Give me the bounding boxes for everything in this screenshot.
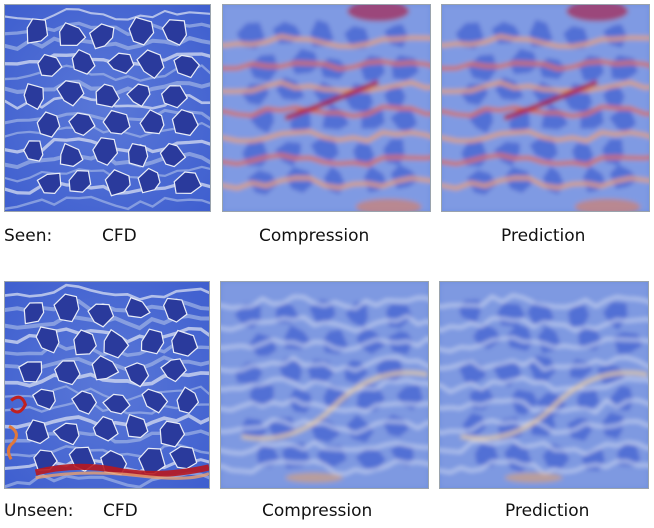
unseen-prediction-panel xyxy=(439,281,649,489)
seen-cfd-panel xyxy=(4,4,211,212)
unseen-compression-caption: Compression xyxy=(262,501,373,521)
unseen-prediction-field-image xyxy=(440,282,648,488)
seen-compression-field-image xyxy=(223,5,430,211)
unseen-compression-panel xyxy=(220,281,429,489)
seen-cfd-field-image xyxy=(5,5,210,211)
seen-row-label: Seen: xyxy=(4,226,53,246)
seen-compression-caption: Compression xyxy=(259,226,370,246)
seen-compression-panel xyxy=(222,4,431,212)
unseen-cfd-field-image xyxy=(5,282,209,488)
unseen-cfd-caption: CFD xyxy=(103,501,138,521)
unseen-compression-field-image xyxy=(221,282,428,488)
unseen-cfd-panel xyxy=(4,281,210,489)
unseen-row-label: Unseen: xyxy=(4,501,74,521)
unseen-prediction-caption: Prediction xyxy=(505,501,590,521)
seen-cfd-caption: CFD xyxy=(102,226,137,246)
seen-prediction-panel xyxy=(441,4,650,212)
seen-prediction-field-image xyxy=(442,5,649,211)
seen-prediction-caption: Prediction xyxy=(501,226,586,246)
